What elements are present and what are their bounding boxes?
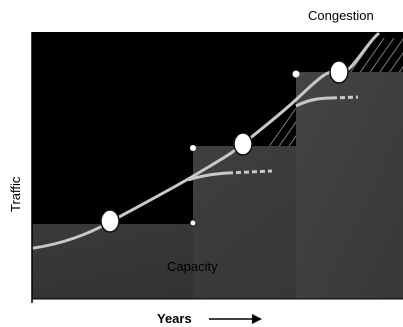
congestion-label: Congestion [308, 8, 374, 23]
x-axis-arrow [209, 314, 262, 324]
capacity-label: Capacity [167, 259, 218, 274]
intersection-marker [329, 60, 349, 84]
intersection-marker [233, 132, 253, 156]
x-axis-label: Years [157, 311, 192, 326]
capacity-limited-dashed-1 [227, 169, 273, 175]
capacity-limited-dashed-2 [331, 95, 359, 100]
congestion-hatch-2 [346, 38, 403, 72]
served-traffic-branch-2 [295, 96, 333, 108]
capacity-step-3 [296, 72, 403, 299]
served-traffic-branch-1 [187, 171, 229, 182]
step-corner-marker [189, 219, 197, 227]
y-axis-label: Traffic [8, 176, 23, 212]
intersection-marker [100, 209, 120, 233]
congestion-hatch-1 [262, 108, 296, 146]
step-corner-marker [190, 145, 196, 151]
step-corner-marker [292, 70, 300, 78]
